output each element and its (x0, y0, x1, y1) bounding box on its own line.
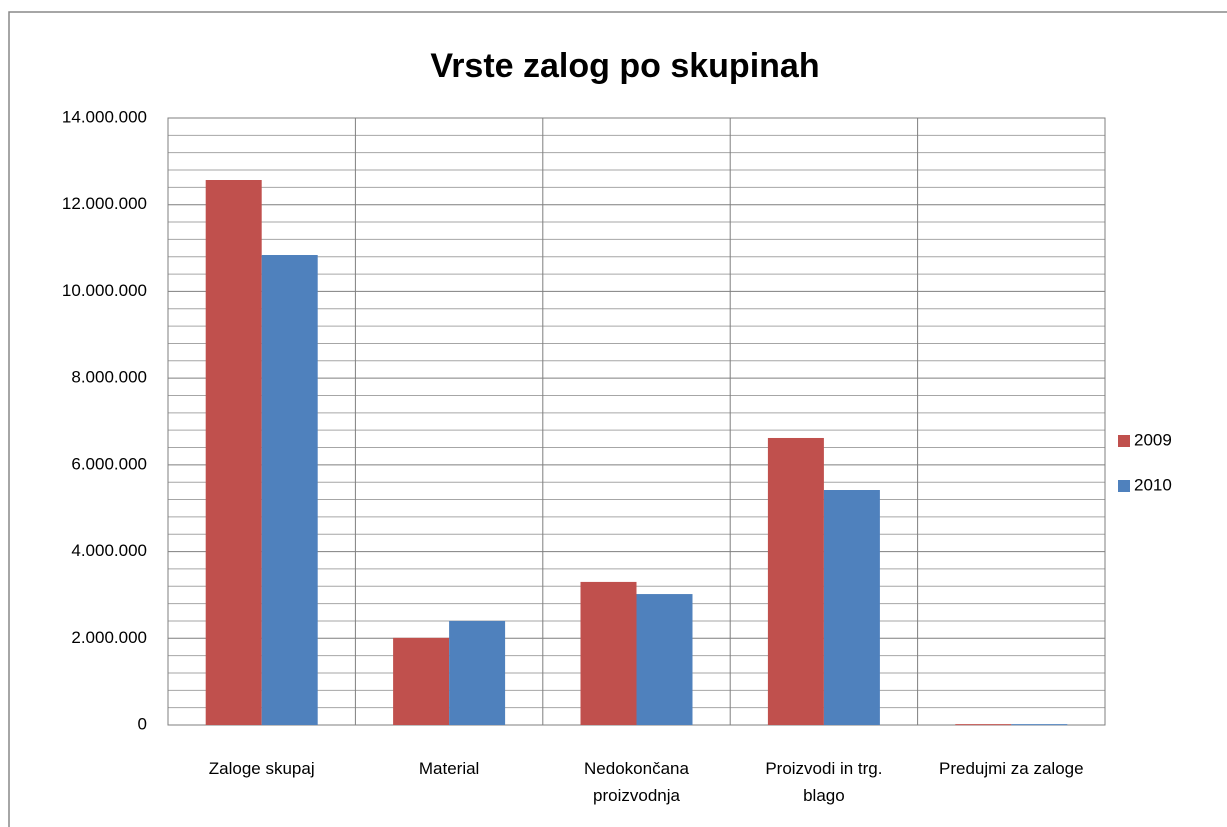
x-tick-label: Nedokončana proizvodnja (584, 759, 689, 805)
x-tick-label-line: proizvodnja (593, 786, 680, 805)
legend-swatch (1118, 435, 1130, 447)
x-tick-label-line: Material (419, 759, 479, 778)
bar (823, 490, 880, 725)
y-tick-label: 4.000.000 (71, 541, 147, 560)
legend-label: 2010 (1134, 475, 1172, 494)
y-tick-label: 6.000.000 (71, 454, 147, 473)
y-tick-label: 2.000.000 (71, 628, 147, 647)
y-tick-label: 0 (138, 714, 147, 733)
x-tick-label: Proizvodi in trg. blago (765, 759, 882, 805)
y-tick-label: 14.000.000 (62, 107, 147, 126)
legend-label: 2009 (1134, 430, 1172, 449)
y-tick-label: 10.000.000 (62, 281, 147, 300)
x-tick-label: Predujmi za zaloge (939, 759, 1084, 778)
y-tick-label: 12.000.000 (62, 194, 147, 213)
x-tick-label-line: Proizvodi in trg. (765, 759, 882, 778)
y-tick-label: 8.000.000 (71, 368, 147, 387)
bar (261, 255, 318, 725)
bar (393, 637, 450, 725)
legend-swatch (1118, 480, 1130, 492)
x-tick-label-line: blago (803, 786, 845, 805)
bar (1011, 724, 1068, 726)
bar (955, 724, 1012, 726)
x-tick-label-line: Predujmi za zaloge (939, 759, 1084, 778)
bar (636, 594, 693, 725)
bar (449, 620, 506, 725)
bar (205, 180, 262, 725)
x-tick-label-line: Zaloge skupaj (209, 759, 315, 778)
bar (580, 581, 637, 725)
x-tick-label-line: Nedokončana (584, 759, 689, 778)
chart-title: Vrste zalog po skupinah (430, 47, 819, 85)
x-tick-label: Zaloge skupaj (209, 759, 315, 778)
x-tick-label: Material (419, 759, 479, 778)
bar (767, 437, 824, 725)
